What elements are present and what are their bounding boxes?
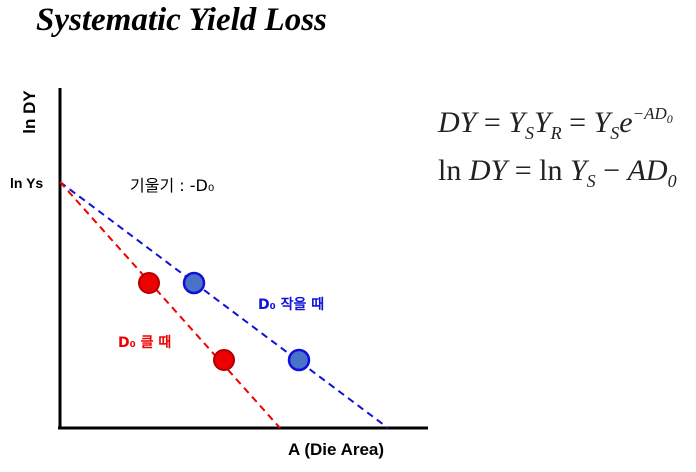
small-d0-point-2 [287,348,311,372]
diagram-title: Systematic Yield Loss [36,2,327,38]
small-d0-label: D₀ 작을 때 [258,297,325,313]
large-d0-line [59,181,281,429]
large-d0-label: D₀ 클 때 [118,335,172,351]
x-axis-label: A (Die Area) [288,440,385,459]
large-d0-point-1 [138,272,160,294]
large-d0-point-2 [213,349,235,371]
equation-1: DY = YSYR = YSe−AD0 [438,104,673,143]
y-axis-label: ln DY [20,90,39,134]
slope-annotation: 기울기 : -D₀ [130,176,215,195]
equation-2: ln DY = ln YS − AD0 [438,154,677,191]
small-d0-point-1 [182,271,206,295]
small-d0-line [59,181,389,429]
y-intercept-label: ln Ys [10,175,44,191]
